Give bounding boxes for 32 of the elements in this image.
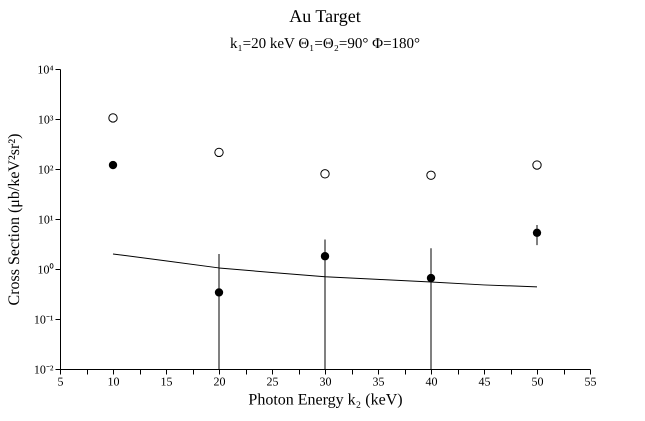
point bbox=[214, 288, 224, 297]
point bbox=[108, 160, 118, 170]
y-tick-label: 10⁰ bbox=[38, 262, 54, 276]
point bbox=[426, 170, 436, 180]
point bbox=[320, 169, 330, 179]
x-tick-label: 55 bbox=[584, 374, 596, 388]
chart-title: Au Target bbox=[289, 6, 361, 26]
x-tick-label: 10 bbox=[108, 374, 120, 388]
x-axis-title: Photon Energy k₂ (keV) bbox=[248, 392, 403, 408]
x-tick-label: 15 bbox=[160, 374, 172, 388]
x-tick-label: 30 bbox=[320, 374, 332, 388]
y-tick-label: 10⁻¹ bbox=[34, 312, 54, 326]
x-tick-label: 25 bbox=[266, 374, 278, 388]
x-tick-label: 45 bbox=[478, 374, 490, 388]
point bbox=[108, 113, 118, 123]
point bbox=[532, 228, 542, 237]
y-axis-title: Cross Section (μb/keV²sr²) bbox=[6, 134, 23, 306]
y-tick-label: 10⁴ bbox=[37, 62, 54, 76]
y-tick-label: 10¹ bbox=[38, 212, 54, 226]
x-tick-label: 5 bbox=[58, 374, 64, 388]
chart-subtitle: k₁=20 keV Θ₁=Θ₂=90° Φ=180° bbox=[230, 36, 420, 52]
point bbox=[320, 252, 330, 260]
y-tick-label: 10³ bbox=[38, 112, 54, 126]
x-tick-label: 50 bbox=[532, 374, 544, 388]
x-tick-label: 40 bbox=[426, 374, 438, 388]
point bbox=[214, 148, 224, 158]
y-tick-label: 10⁻² bbox=[34, 362, 54, 376]
point bbox=[532, 160, 542, 170]
x-tick-label: 20 bbox=[214, 374, 226, 388]
y-tick-label: 10² bbox=[38, 162, 54, 176]
x-tick-label: 35 bbox=[372, 374, 384, 388]
point bbox=[426, 274, 436, 282]
